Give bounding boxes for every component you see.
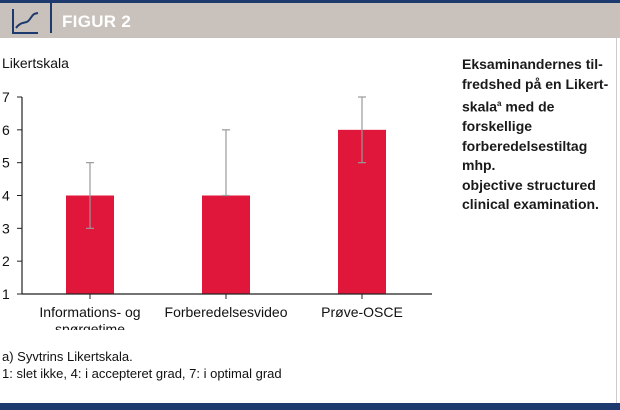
- caption-line: fredshed på en Likert-: [462, 75, 609, 92]
- caption-line: skala: [462, 98, 498, 115]
- footnote-line: 1: slet ikke, 4: i accepteret grad, 7: i…: [2, 366, 282, 381]
- caption-line: objective structured: [462, 176, 596, 193]
- figure-title: FIGUR 2: [62, 12, 132, 31]
- y-tick-label: 4: [2, 188, 10, 204]
- y-axis-label: Likertskala: [2, 55, 69, 71]
- y-tick-label: 3: [2, 220, 10, 236]
- footnote-line: a) Syvtrins Likertskala.: [2, 349, 133, 364]
- y-tick-label: 6: [2, 122, 10, 138]
- figure-header: FIGUR 2: [0, 3, 620, 38]
- bottom-rule: [0, 403, 620, 410]
- y-tick-label: 7: [2, 89, 10, 105]
- caption-line: Eksaminandernes til-: [462, 56, 603, 72]
- caption-line: clinical examination.: [462, 196, 599, 213]
- y-tick-label: 1: [2, 286, 10, 302]
- figure-caption: Eksaminandernes til-fredshed på en Liker…: [462, 55, 620, 215]
- x-tick-label: Informations- og: [39, 304, 140, 320]
- footnote: a) Syvtrins Likertskala. 1: slet ikke, 4:…: [2, 348, 282, 382]
- y-tick-label: 5: [2, 155, 10, 171]
- caption-superscript: a: [497, 99, 502, 108]
- x-tick-label: spørgetime: [55, 321, 125, 330]
- x-tick-label: Forberedelsesvideo: [165, 304, 288, 320]
- top-rule: [0, 0, 620, 3]
- right-border: [616, 38, 617, 403]
- caption-line: med de forskellige: [462, 98, 555, 135]
- y-tick-label: 2: [2, 253, 10, 269]
- bar: [202, 195, 250, 294]
- x-tick-label: Prøve-OSCE: [321, 304, 403, 320]
- caption-line: forberedelsestiltag mhp.: [462, 137, 588, 174]
- line-chart-icon: [12, 9, 39, 34]
- header-separator: [50, 3, 52, 33]
